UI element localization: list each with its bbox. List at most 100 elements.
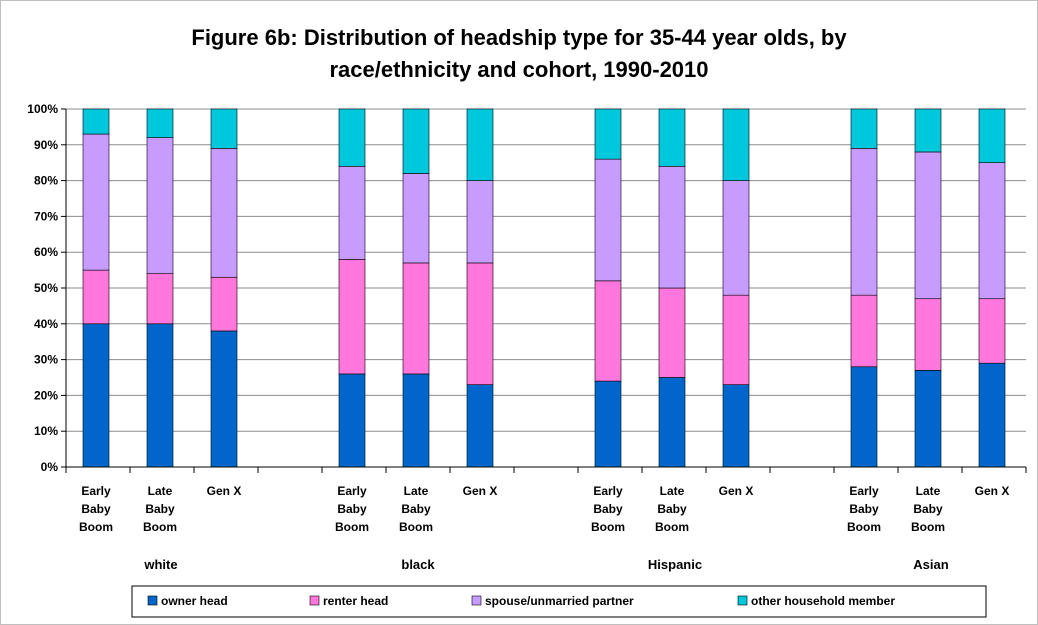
- bar-segment: [658, 377, 686, 468]
- group-label: Hispanic: [648, 557, 702, 572]
- bar-segment: [338, 259, 366, 375]
- bar-segment: [658, 165, 686, 289]
- legend-label: other household member: [751, 594, 895, 608]
- bar-segment: [146, 108, 174, 138]
- bar-segment: [914, 108, 942, 153]
- x-tick-label: Early: [337, 484, 367, 498]
- bar-segment: [210, 330, 238, 468]
- bar-segment: [82, 133, 110, 271]
- x-tick-label: Baby: [849, 502, 879, 516]
- bar-segment: [914, 298, 942, 371]
- y-tick-label: 80%: [34, 174, 58, 188]
- bar-segment: [850, 366, 878, 468]
- bar-segment: [658, 287, 686, 378]
- bar-segment: [146, 137, 174, 274]
- x-tick-label: Baby: [913, 502, 943, 516]
- bars: [82, 108, 1006, 468]
- legend: owner head renter head spouse/unmarried pa…: [131, 585, 987, 618]
- bar-segment: [210, 148, 238, 278]
- x-tick-label: Late: [660, 484, 685, 498]
- bar-segment: [338, 373, 366, 468]
- x-tick-label: Gen X: [719, 484, 754, 498]
- bar-segment: [722, 294, 750, 385]
- x-tick-label: Baby: [593, 502, 623, 516]
- bar-segment: [914, 151, 942, 300]
- legend-label: owner head: [161, 594, 228, 608]
- bar-segment: [594, 108, 622, 160]
- x-tick-label: Baby: [401, 502, 431, 516]
- x-axis-ticks: Early Baby Boom Late Baby Boom Gen X Early Baby B…: [79, 484, 1009, 572]
- y-tick-label: 20%: [34, 388, 58, 402]
- bar-segment: [978, 162, 1006, 300]
- bar-segment: [146, 323, 174, 468]
- bar-segment: [338, 165, 366, 260]
- bar-segment: [466, 384, 494, 468]
- bar-segment: [210, 276, 238, 332]
- y-tick-label: 40%: [34, 317, 58, 331]
- bar-segment: [850, 108, 878, 149]
- bar-segment: [402, 262, 430, 375]
- bar-segment: [82, 269, 110, 325]
- bar-segment: [850, 148, 878, 296]
- bar-segment: [914, 370, 942, 468]
- x-tick-label: Boom: [591, 520, 625, 534]
- bar-segment: [82, 323, 110, 468]
- legend-label: renter head: [323, 594, 388, 608]
- x-tick-label: Boom: [335, 520, 369, 534]
- legend-swatch: [737, 595, 748, 606]
- bar-segment: [82, 108, 110, 135]
- x-tick-label: Gen X: [463, 484, 498, 498]
- bar-segment: [978, 298, 1006, 364]
- y-tick-label: 70%: [34, 209, 58, 223]
- bar-segment: [466, 262, 494, 385]
- x-tick-label: Baby: [657, 502, 687, 516]
- bar-segment: [722, 108, 750, 181]
- bar-segment: [466, 180, 494, 264]
- x-tick-label: Boom: [79, 520, 113, 534]
- x-tick-label: Baby: [337, 502, 367, 516]
- y-tick-label: 0%: [41, 460, 59, 474]
- bar-segment: [338, 108, 366, 167]
- y-tick-label: 90%: [34, 138, 58, 152]
- bar-segment: [658, 108, 686, 167]
- x-tick-label: Late: [916, 484, 941, 498]
- bar-segment: [978, 108, 1006, 164]
- y-tick-label: 30%: [34, 353, 58, 367]
- y-axis-ticks: 0% 10% 20% 30% 40% 50% 60% 70% 80% 90% 100%: [27, 102, 58, 474]
- y-tick-label: 100%: [27, 102, 58, 116]
- bar-segment: [402, 173, 430, 264]
- group-label: white: [143, 557, 177, 572]
- x-tick-label: Early: [81, 484, 111, 498]
- x-tick-label: Boom: [399, 520, 433, 534]
- x-tick-label: Boom: [911, 520, 945, 534]
- legend-label: spouse/unmarried partner: [485, 594, 634, 608]
- chart-title-line-2: race/ethnicity and cohort, 1990-2010: [329, 57, 708, 82]
- bar-segment: [594, 380, 622, 468]
- x-tick-label: Early: [593, 484, 623, 498]
- bar-segment: [722, 180, 750, 296]
- legend-swatch: [471, 595, 482, 606]
- chart-title-line-1: Figure 6b: Distribution of headship type…: [191, 25, 847, 50]
- x-tick-label: Baby: [145, 502, 175, 516]
- x-tick-label: Boom: [143, 520, 177, 534]
- y-tick-label: 60%: [34, 245, 58, 259]
- bar-segment: [594, 280, 622, 382]
- bar-segment: [466, 108, 494, 181]
- x-tick-label: Gen X: [207, 484, 242, 498]
- bar-segment: [594, 158, 622, 282]
- bar-segment: [146, 273, 174, 325]
- x-tick-label: Boom: [847, 520, 881, 534]
- bar-segment: [722, 384, 750, 468]
- y-tick-label: 10%: [34, 424, 58, 438]
- x-tick-label: Gen X: [975, 484, 1010, 498]
- group-label: black: [401, 557, 435, 572]
- bar-segment: [402, 108, 430, 174]
- bar-segment: [978, 362, 1006, 468]
- y-tick-label: 50%: [34, 281, 58, 295]
- legend-swatch: [309, 595, 320, 606]
- x-tick-label: Boom: [655, 520, 689, 534]
- bar-segment: [402, 373, 430, 468]
- x-tick-label: Early: [849, 484, 879, 498]
- group-label: Asian: [913, 557, 948, 572]
